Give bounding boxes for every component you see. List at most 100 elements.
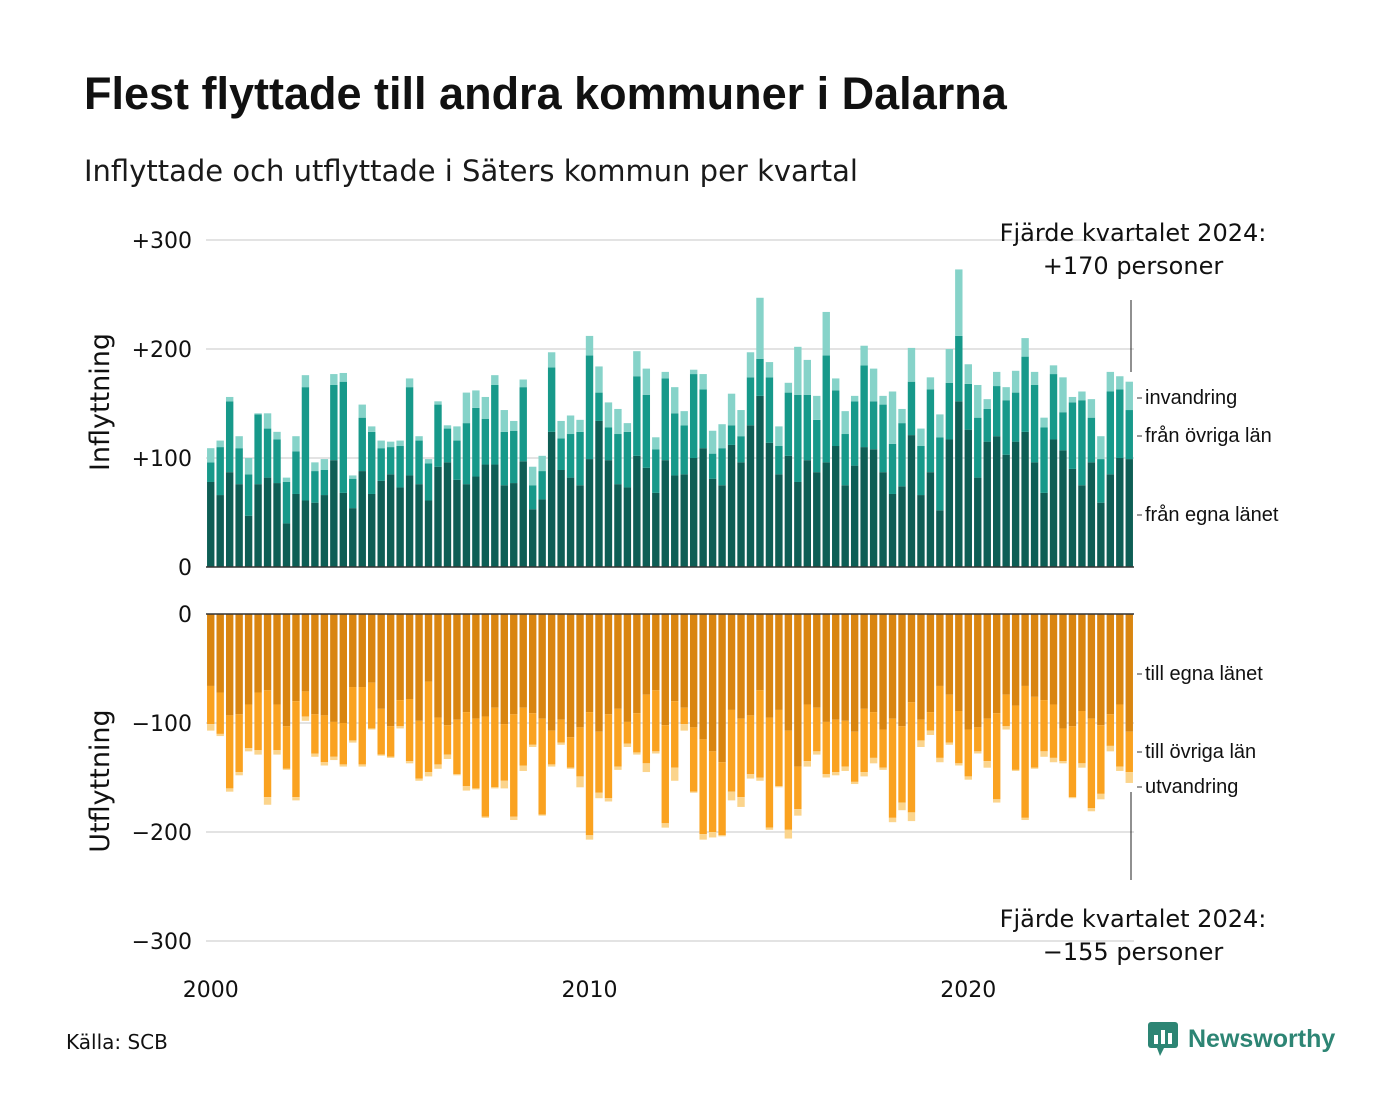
bar-segment [1087, 614, 1096, 719]
bar-segment [585, 335, 594, 356]
bar-segment [292, 493, 300, 567]
y-tick-label: 0 [178, 556, 192, 581]
bar-segment [614, 434, 622, 485]
bar-segment [974, 417, 982, 478]
bar-segment [898, 614, 906, 727]
bar-segment [955, 763, 963, 766]
bar-segment [983, 761, 991, 768]
bar-segment [964, 364, 972, 384]
bar-segment [273, 431, 281, 440]
bar-segment [273, 483, 281, 567]
bar-segment [614, 408, 622, 435]
bar-segment [671, 475, 679, 567]
bar-segment [803, 359, 811, 395]
bar-segment [405, 614, 414, 700]
bar-segment [538, 814, 546, 816]
brand-logo[interactable]: Newsworthy [1148, 1022, 1335, 1056]
bar-segment [282, 614, 291, 727]
bar-segment [472, 407, 480, 477]
bar-segment [955, 401, 963, 567]
bar-segment [784, 392, 793, 456]
bar-segment [993, 386, 1001, 437]
bar-segment [803, 761, 811, 767]
bar-segment [841, 411, 849, 435]
bar-segment [765, 442, 774, 567]
bar-segment [983, 718, 991, 762]
bar-segment [936, 757, 944, 763]
bar-segment [225, 401, 234, 473]
bar-segment [746, 774, 755, 779]
inflow-annotation-line2: +170 personer [1043, 252, 1224, 280]
bar-segment [386, 441, 395, 448]
bar-segment [945, 382, 954, 440]
bar-segment [794, 346, 802, 395]
bar-segment [661, 725, 669, 824]
bar-segment [216, 692, 224, 734]
bar-segment [244, 614, 253, 705]
bar-segment [263, 413, 272, 429]
bar-segment [1002, 400, 1010, 455]
bar-segment [424, 614, 433, 682]
x-tick-label: 2020 [940, 978, 996, 1003]
bar-segment [1049, 704, 1058, 758]
bar-segment [869, 712, 878, 758]
bar-segment [718, 448, 726, 486]
bar-segment [879, 767, 887, 770]
bar-segment [841, 485, 849, 567]
bar-segment [661, 371, 669, 379]
bar-segment [955, 269, 963, 336]
bar-segment [926, 730, 935, 735]
bar-segment [708, 478, 717, 567]
bar-segment [708, 751, 717, 832]
bar-segment [1097, 614, 1105, 726]
bar-segment [462, 614, 471, 713]
bar-segment [349, 508, 357, 567]
bar-segment [727, 709, 736, 792]
bar-segment [349, 687, 357, 741]
bar-segment [301, 614, 310, 692]
bar-segment [718, 424, 726, 449]
bar-segment [633, 614, 641, 714]
bar-segment [850, 401, 859, 466]
bar-segment [983, 614, 991, 719]
bar-segment [330, 756, 338, 761]
x-axis-ticks: 2000 2010 2020 [183, 978, 997, 1003]
bar-segment [775, 786, 783, 788]
y-tick-label: 0 [178, 603, 192, 628]
bar-segment [718, 614, 726, 763]
bar-segment [254, 413, 262, 415]
bar-segment [737, 410, 745, 437]
bar-segment [585, 355, 594, 460]
bar-segment [235, 714, 243, 773]
bar-segment [519, 707, 527, 766]
bar-segment [945, 742, 954, 745]
outflow-y-ticks: 0 −100 −200 −300 [132, 603, 192, 955]
bar-segment [964, 429, 972, 567]
bar-segment [604, 402, 613, 428]
bar-segment [775, 446, 783, 475]
bar-segment [1059, 728, 1067, 762]
bar-segment [993, 799, 1001, 803]
bar-segment [680, 425, 688, 475]
bar-segment [661, 823, 669, 828]
bar-segment [822, 721, 830, 775]
bar-segment [1097, 725, 1105, 794]
bar-segment [756, 690, 764, 778]
bar-segment [775, 709, 783, 787]
bar-segment [1040, 427, 1048, 493]
bar-segment [936, 437, 944, 511]
bar-segment [1011, 370, 1020, 393]
bar-segment [595, 792, 603, 799]
bar-segment [1116, 389, 1124, 458]
bar-segment [263, 477, 272, 567]
bar-segment [936, 685, 944, 758]
bar-segment [652, 492, 660, 567]
bar-segment [576, 419, 584, 432]
bar-segment [207, 614, 215, 686]
bar-segment [349, 614, 357, 688]
bar-segment [888, 817, 897, 823]
bar-segment [386, 726, 395, 757]
bar-segment [244, 704, 253, 749]
bar-segment [689, 374, 698, 458]
bar-segment [216, 447, 224, 496]
